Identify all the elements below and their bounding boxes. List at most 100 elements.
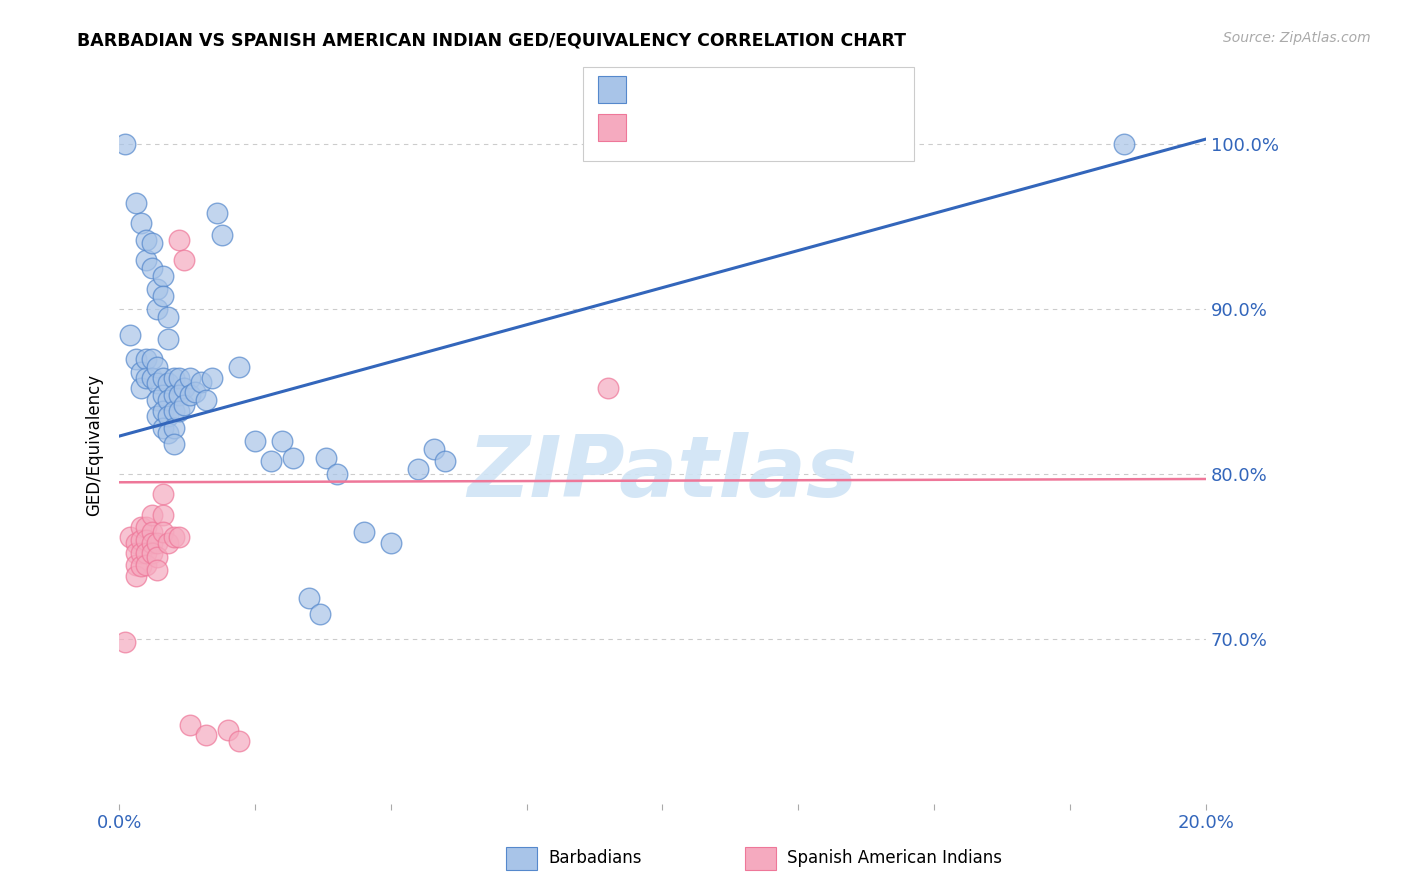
Point xyxy=(167,233,190,247)
Point xyxy=(195,392,218,407)
Point xyxy=(157,425,180,440)
Point xyxy=(120,328,142,343)
Point xyxy=(124,546,146,560)
Point xyxy=(423,442,446,457)
Point xyxy=(135,546,157,560)
Text: N =: N = xyxy=(759,75,803,95)
Point xyxy=(152,371,174,385)
Point xyxy=(152,404,174,418)
Point xyxy=(434,454,457,468)
Point xyxy=(129,216,152,230)
Point xyxy=(120,530,142,544)
Point xyxy=(406,462,429,476)
Point xyxy=(129,381,152,395)
Point xyxy=(152,388,174,402)
Point xyxy=(135,252,157,267)
Point xyxy=(162,437,184,451)
Point xyxy=(1114,137,1136,152)
Text: R =: R = xyxy=(640,75,682,95)
Text: R =: R = xyxy=(640,113,682,133)
Point xyxy=(157,310,180,325)
Point xyxy=(157,409,180,424)
Point xyxy=(114,635,136,649)
Point xyxy=(228,359,250,374)
Point xyxy=(146,536,169,550)
Text: Barbadians: Barbadians xyxy=(548,849,643,867)
Point xyxy=(298,591,321,605)
Point xyxy=(141,236,163,251)
Point xyxy=(162,371,184,385)
Point xyxy=(124,196,146,211)
Text: 0.004: 0.004 xyxy=(679,113,734,133)
Point xyxy=(179,371,201,385)
Point xyxy=(157,376,180,391)
Point xyxy=(146,376,169,391)
Point xyxy=(195,728,218,742)
Point xyxy=(141,524,163,539)
Point xyxy=(135,558,157,572)
Point xyxy=(152,487,174,501)
Point xyxy=(157,392,180,407)
Point xyxy=(179,718,201,732)
Text: ZIPatlas: ZIPatlas xyxy=(467,433,858,516)
Point xyxy=(146,409,169,424)
Point xyxy=(157,332,180,346)
Point xyxy=(152,524,174,539)
Point xyxy=(152,508,174,523)
Point xyxy=(309,607,332,622)
Point xyxy=(129,559,152,574)
Point xyxy=(201,371,224,385)
Point xyxy=(129,520,152,534)
Point xyxy=(271,434,294,448)
Point xyxy=(129,533,152,547)
Point xyxy=(179,388,201,402)
Point xyxy=(325,467,347,481)
Point xyxy=(205,206,228,220)
Point xyxy=(135,533,157,547)
Point xyxy=(135,520,157,534)
Point xyxy=(135,233,157,247)
Point xyxy=(380,536,402,550)
Point xyxy=(157,536,180,550)
Point xyxy=(162,388,184,402)
Point xyxy=(353,524,375,539)
Point xyxy=(146,359,169,374)
Point xyxy=(162,421,184,435)
Y-axis label: GED/Equivalency: GED/Equivalency xyxy=(86,374,103,516)
Point xyxy=(141,536,163,550)
Text: 34: 34 xyxy=(799,113,824,133)
Text: Spanish American Indians: Spanish American Indians xyxy=(787,849,1002,867)
Point xyxy=(141,508,163,523)
Point xyxy=(167,530,190,544)
Point xyxy=(124,558,146,572)
Point xyxy=(243,434,266,448)
Text: N =: N = xyxy=(759,113,803,133)
Point xyxy=(162,530,184,544)
Point xyxy=(129,365,152,379)
Point xyxy=(146,549,169,564)
Text: Source: ZipAtlas.com: Source: ZipAtlas.com xyxy=(1223,31,1371,45)
Text: BARBADIAN VS SPANISH AMERICAN INDIAN GED/EQUIVALENCY CORRELATION CHART: BARBADIAN VS SPANISH AMERICAN INDIAN GED… xyxy=(77,31,907,49)
Text: 66: 66 xyxy=(799,75,824,95)
Point xyxy=(173,381,195,395)
Point xyxy=(146,282,169,296)
Point xyxy=(114,137,136,152)
Point xyxy=(211,227,233,242)
Point xyxy=(173,252,195,267)
Point xyxy=(167,371,190,385)
Point xyxy=(146,301,169,316)
Point xyxy=(124,351,146,366)
Point xyxy=(167,404,190,418)
Point xyxy=(217,723,239,737)
Point xyxy=(124,569,146,583)
Point xyxy=(315,450,337,465)
Point xyxy=(152,269,174,284)
Point xyxy=(124,536,146,550)
Point xyxy=(598,381,620,395)
Point xyxy=(146,392,169,407)
Point xyxy=(129,546,152,560)
Point xyxy=(146,563,169,577)
Point xyxy=(152,289,174,303)
Point xyxy=(173,398,195,412)
Point xyxy=(260,454,283,468)
